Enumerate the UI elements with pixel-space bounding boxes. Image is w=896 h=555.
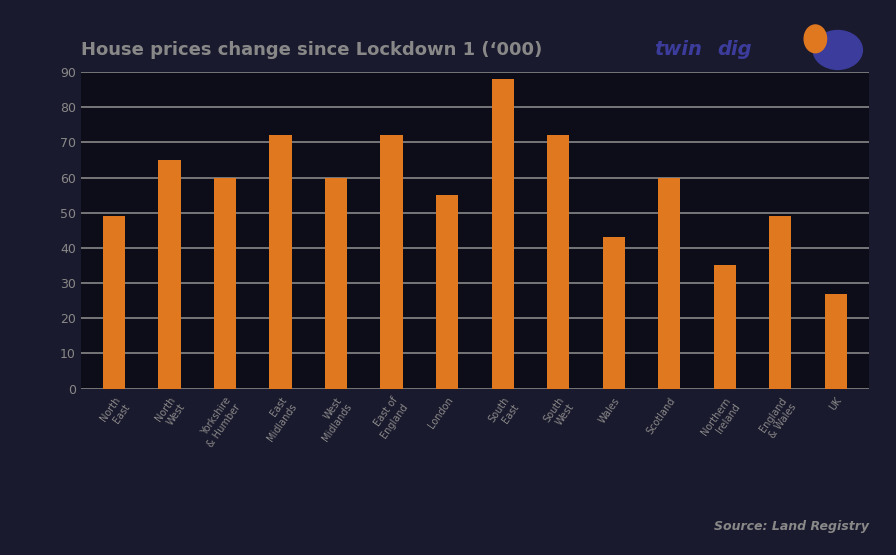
Ellipse shape — [814, 31, 862, 69]
Bar — [603, 238, 625, 388]
Bar — [270, 135, 291, 388]
Bar — [436, 195, 458, 388]
Bar — [214, 178, 237, 388]
Text: Source: Land Registry: Source: Land Registry — [714, 520, 869, 533]
Bar — [159, 160, 181, 388]
Bar — [103, 216, 125, 388]
Bar — [492, 79, 513, 388]
Bar — [824, 294, 847, 388]
Circle shape — [805, 25, 827, 53]
Bar — [547, 135, 569, 388]
Bar — [769, 216, 791, 388]
Bar — [381, 135, 402, 388]
Bar — [659, 178, 680, 388]
Text: House prices change since Lockdown 1 (‘000): House prices change since Lockdown 1 (‘0… — [81, 42, 542, 59]
Text: twin: twin — [654, 41, 702, 59]
Bar — [325, 178, 347, 388]
Text: dig: dig — [717, 41, 752, 59]
Bar — [713, 265, 736, 388]
